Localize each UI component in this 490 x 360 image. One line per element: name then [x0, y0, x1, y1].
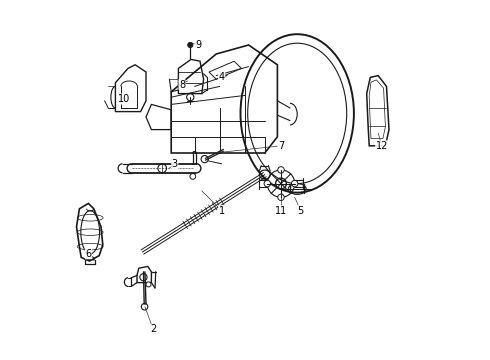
Text: 5: 5	[298, 206, 304, 216]
Text: 6: 6	[85, 249, 92, 259]
Circle shape	[146, 282, 151, 287]
Circle shape	[188, 42, 193, 48]
Circle shape	[278, 167, 284, 173]
Text: 8: 8	[179, 80, 185, 90]
Text: 11: 11	[275, 206, 287, 216]
Text: 1: 1	[219, 206, 224, 216]
Text: 3: 3	[172, 159, 178, 169]
Circle shape	[264, 180, 270, 187]
Circle shape	[278, 194, 284, 201]
Text: 9: 9	[195, 40, 201, 50]
Text: 4: 4	[219, 72, 224, 82]
Circle shape	[141, 303, 148, 310]
Text: 12: 12	[376, 141, 388, 151]
Text: 7: 7	[278, 141, 284, 151]
Text: 2: 2	[150, 324, 156, 334]
Text: 10: 10	[118, 94, 130, 104]
Circle shape	[292, 180, 298, 187]
